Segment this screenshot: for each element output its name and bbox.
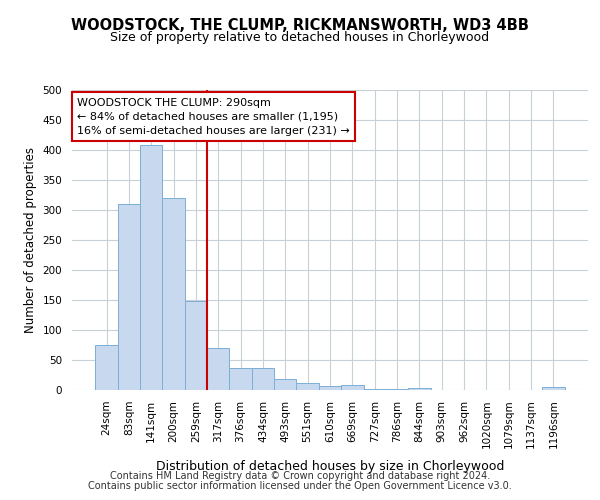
Bar: [229, 368, 252, 390]
Text: WOODSTOCK THE CLUMP: 290sqm
← 84% of detached houses are smaller (1,195)
16% of : WOODSTOCK THE CLUMP: 290sqm ← 84% of det…: [77, 98, 350, 136]
X-axis label: Distribution of detached houses by size in Chorleywood: Distribution of detached houses by size …: [156, 460, 504, 472]
Bar: [341, 385, 364, 390]
Bar: [118, 204, 140, 390]
Bar: [274, 379, 296, 390]
Bar: [95, 345, 118, 390]
Bar: [185, 301, 207, 390]
Text: WOODSTOCK, THE CLUMP, RICKMANSWORTH, WD3 4BB: WOODSTOCK, THE CLUMP, RICKMANSWORTH, WD3…: [71, 18, 529, 32]
Y-axis label: Number of detached properties: Number of detached properties: [24, 147, 37, 333]
Bar: [207, 348, 229, 390]
Bar: [408, 388, 431, 390]
Bar: [252, 368, 274, 390]
Bar: [542, 387, 565, 390]
Text: Contains public sector information licensed under the Open Government Licence v3: Contains public sector information licen…: [88, 481, 512, 491]
Bar: [163, 198, 185, 390]
Bar: [319, 386, 341, 390]
Text: Size of property relative to detached houses in Chorleywood: Size of property relative to detached ho…: [110, 31, 490, 44]
Bar: [140, 145, 163, 390]
Text: Contains HM Land Registry data © Crown copyright and database right 2024.: Contains HM Land Registry data © Crown c…: [110, 471, 490, 481]
Bar: [296, 383, 319, 390]
